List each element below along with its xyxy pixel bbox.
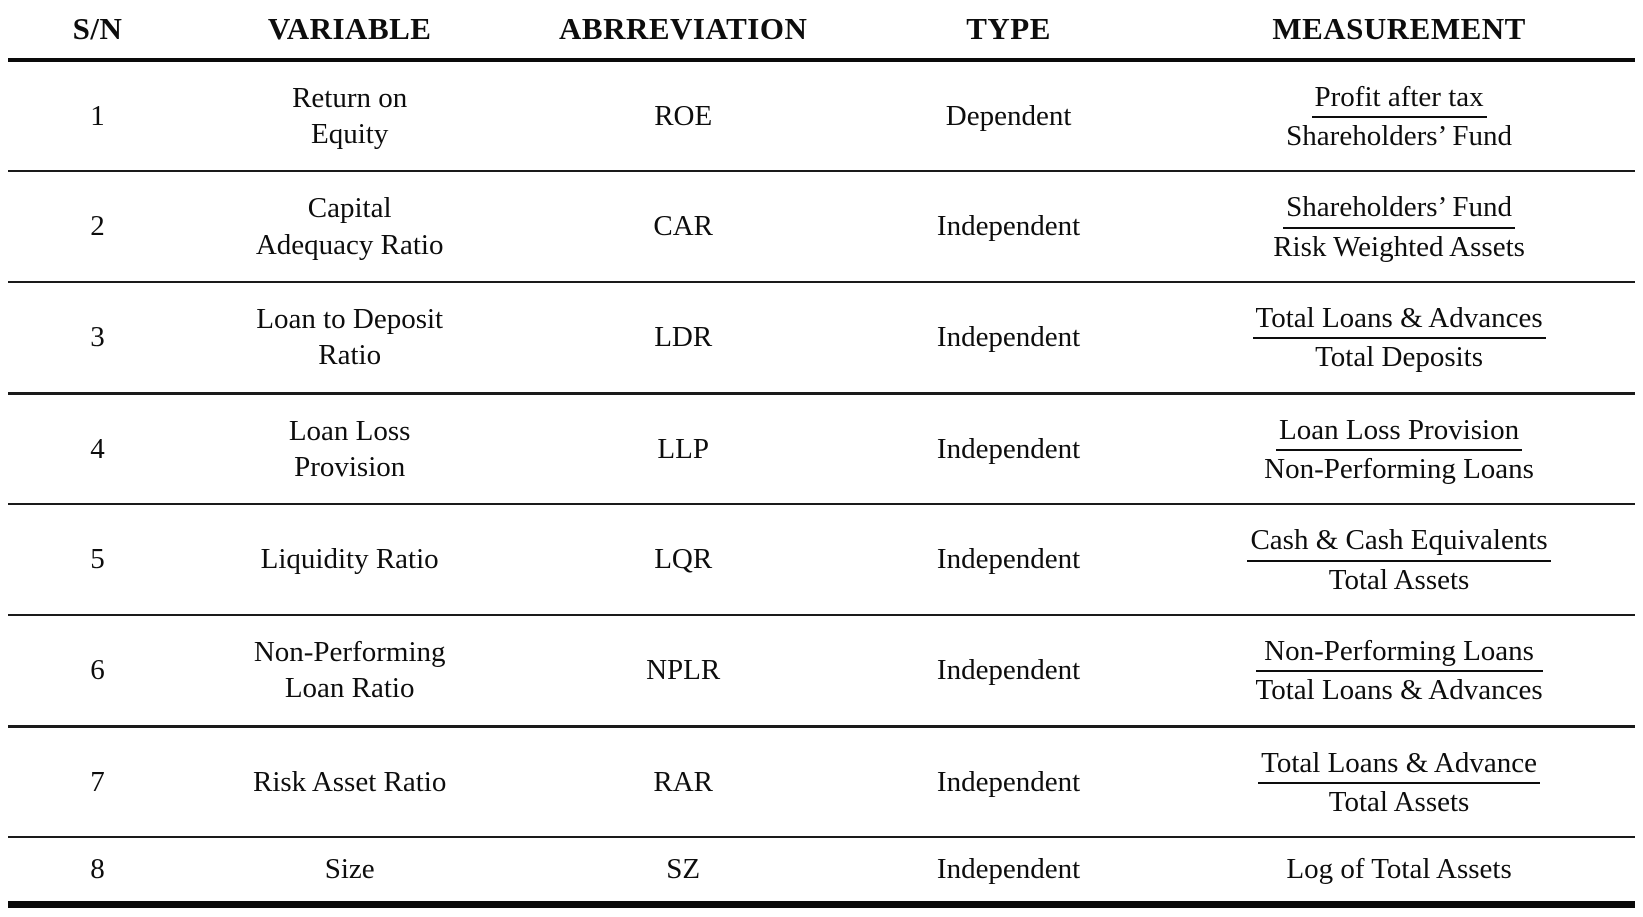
cell-variable: Return on Equity [186,60,513,172]
cell-type: Independent [854,504,1164,616]
measurement-fraction: Shareholders’ Fund Risk Weighted Assets [1273,189,1525,263]
table-row: 2 Capital Adequacy Ratio CAR Independent Shar… [8,171,1635,283]
cell-variable: Size [186,837,513,908]
cell-measurement: Log of Total Assets [1163,837,1635,908]
cell-abbreviation: CAR [512,171,855,283]
cell-measurement: Shareholders’ Fund Risk Weighted Assets [1163,171,1635,283]
variable-line: Provision [294,450,406,483]
cell-variable: Capital Adequacy Ratio [186,171,513,283]
variable-line: Loan Loss [288,414,411,447]
fraction-numerator: Loan Loss Provision [1276,413,1523,451]
measurement-fraction: Non-Performing Loans Total Loans & Advanc… [1255,634,1543,707]
fraction-denominator: Total Assets [1328,563,1470,596]
cell-measurement: Total Loans & Advance Total Assets [1163,726,1635,838]
variable-line: Capital [307,192,392,225]
measurement-fraction: Cash & Cash Equivalents Total Assets [1247,522,1551,596]
fraction-numerator: Cash & Cash Equivalents [1247,523,1551,562]
cell-abbreviation: SZ [512,837,855,908]
measurement-fraction: Loan Loss Provision Non-Performing Loans [1264,412,1534,486]
cell-measurement: Total Loans & Advances Total Deposits [1163,282,1635,395]
cell-sn: 7 [8,726,187,838]
cell-variable: Loan Loss Provision [186,393,513,505]
variable-line: Return on [292,81,408,114]
fraction-numerator: Shareholders’ Fund [1283,190,1515,229]
fraction-numerator: Total Loans & Advance [1258,746,1540,784]
table-row: 1 Return on Equity ROE Dependent Profit after… [8,60,1635,172]
table-row: 7 Risk Asset Ratio RAR Independent Total Loa… [8,726,1635,838]
table-row: 4 Loan Loss Provision LLP Independent Loan Lo… [8,393,1635,505]
fraction-numerator: Total Loans & Advances [1252,301,1546,340]
table-header: S/N VARIABLE ABRREVIATION TYPE MEASUREME… [8,0,1635,62]
cell-variable: Risk Asset Ratio [186,726,513,838]
cell-abbreviation: LQR [512,504,855,616]
fraction-denominator: Shareholders’ Fund [1286,120,1512,152]
cell-abbreviation: LLP [512,393,855,505]
header-variable: VARIABLE [186,0,513,62]
variable-line: Loan to Deposit [256,303,444,335]
fraction-denominator: Total Deposits [1315,341,1484,374]
cell-abbreviation: NPLR [512,615,855,728]
cell-type: Independent [854,726,1164,838]
cell-type: Independent [854,615,1164,728]
cell-abbreviation: RAR [512,726,855,838]
measurement-fraction: Total Loans & Advance Total Assets [1258,745,1540,819]
header-type: TYPE [854,0,1164,62]
fraction-denominator: Total Loans & Advances [1255,673,1543,706]
cell-sn: 8 [8,837,187,908]
fraction-denominator: Risk Weighted Assets [1273,230,1525,263]
cell-variable: Liquidity Ratio [186,504,513,616]
cell-type: Independent [854,837,1164,908]
cell-type: Dependent [854,60,1164,172]
fraction-numerator: Non-Performing Loans [1255,634,1543,672]
cell-type: Independent [854,282,1164,395]
variable-line: Loan Ratio [284,672,415,705]
cell-sn: 1 [8,60,187,172]
fraction-denominator: Total Assets [1328,785,1470,818]
cell-variable: Non-Performing Loan Ratio [186,615,513,728]
measurement-fraction: Total Loans & Advances Total Deposits [1252,300,1546,374]
table-row: 3 Loan to Deposit Ratio LDR Independent Total… [8,282,1635,395]
variables-table: S/N VARIABLE ABRREVIATION TYPE MEASUREME… [8,0,1635,908]
cell-sn: 4 [8,393,187,505]
cell-type: Independent [854,393,1164,505]
fraction-denominator: Non-Performing Loans [1264,452,1534,485]
cell-sn: 2 [8,171,187,283]
variable-line: Adequacy Ratio [255,228,444,261]
table-row: 6 Non-Performing Loan Ratio NPLR Independent… [8,615,1635,728]
table-row: 5 Liquidity Ratio LQR Independent Cash & Cas… [8,504,1635,616]
fraction-numerator: Profit after tax [1311,80,1487,118]
header-measurement: MEASUREMENT [1163,0,1635,62]
header-sn: S/N [8,0,187,62]
cell-abbreviation: ROE [512,60,855,172]
cell-measurement: Non-Performing Loans Total Loans & Advanc… [1163,615,1635,728]
cell-sn: 3 [8,282,187,395]
table-body: 1 Return on Equity ROE Dependent Profit after… [8,60,1635,908]
cell-type: Independent [854,171,1164,283]
header-row: S/N VARIABLE ABRREVIATION TYPE MEASUREME… [8,0,1635,62]
variable-line: Size [324,853,375,886]
variable-line: Ratio [318,339,382,372]
cell-measurement: Profit after tax Shareholders’ Fund [1163,60,1635,172]
measurement-fraction: Profit after tax Shareholders’ Fund [1286,79,1512,153]
table-row: 8 Size SZ Independent Log of Total Assets [8,837,1635,908]
cell-sn: 6 [8,615,187,728]
cell-abbreviation: LDR [512,282,855,395]
header-abbreviation: ABRREVIATION [512,0,855,62]
variable-line: Equity [310,118,389,150]
variable-line: Non-Performing [253,636,446,668]
variable-line: Liquidity Ratio [260,543,439,576]
cell-measurement: Loan Loss Provision Non-Performing Loans [1163,393,1635,505]
variable-line: Risk Asset Ratio [252,765,447,798]
cell-measurement: Cash & Cash Equivalents Total Assets [1163,504,1635,616]
cell-sn: 5 [8,504,187,616]
cell-variable: Loan to Deposit Ratio [186,282,513,395]
